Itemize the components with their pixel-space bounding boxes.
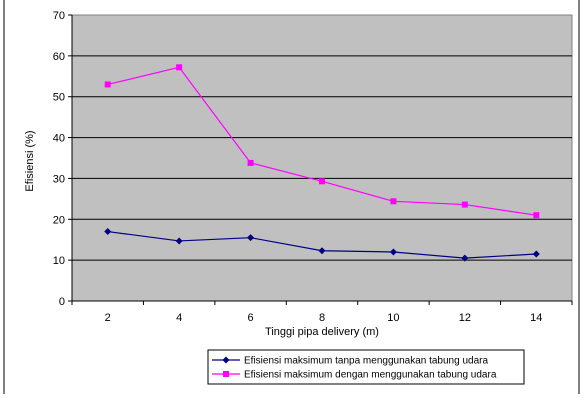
plot-area xyxy=(71,14,573,302)
data-point-series-1 xyxy=(247,234,255,242)
x-tick-label: 14 xyxy=(530,312,542,324)
y-tick-label: 20 xyxy=(53,214,65,226)
data-point-series-2 xyxy=(104,81,111,88)
data-point-series-1 xyxy=(532,250,540,258)
x-tick-label: 10 xyxy=(387,312,399,324)
plot-area-group xyxy=(71,14,573,302)
data-point-series-2 xyxy=(319,178,325,185)
data-point-series-1 xyxy=(461,254,469,262)
y-tick-label: 30 xyxy=(53,173,65,185)
y-tick-label: 10 xyxy=(53,255,65,267)
x-tick-label: 8 xyxy=(319,312,325,324)
axis-group: 0 10 20 30 40 50 60 70 2 4 6 8 10 12 14 xyxy=(53,10,573,324)
legend-label-series-1: Efisiensi maksimum tanpa menggunakan tab… xyxy=(244,356,488,367)
legend-marker-diamond-icon xyxy=(222,356,230,364)
data-point-series-2 xyxy=(461,201,468,208)
data-point-series-1 xyxy=(389,248,397,256)
x-tick-label: 6 xyxy=(248,312,254,324)
y-tick-label: 70 xyxy=(53,10,65,22)
y-tick-label: 50 xyxy=(53,92,65,104)
legend-box xyxy=(207,349,525,385)
data-point-series-2 xyxy=(533,212,540,219)
y-axis-title: Efisiensi (%) xyxy=(24,130,36,191)
legend-marker-square-icon xyxy=(223,371,229,377)
series-group xyxy=(104,64,540,262)
legend-item-series-2: Efisiensi maksimum dengan menggunakan ta… xyxy=(212,370,497,381)
y-tick-label: 40 xyxy=(53,133,65,145)
data-point-series-2 xyxy=(247,159,254,166)
x-tick-label: 2 xyxy=(105,312,111,324)
data-point-series-1 xyxy=(104,228,112,236)
x-tick-label: 4 xyxy=(176,312,182,324)
y-tick-label: 0 xyxy=(59,296,65,308)
legend-item-series-1: Efisiensi maksimum tanpa menggunakan tab… xyxy=(212,356,488,367)
y-tick-label: 60 xyxy=(53,51,65,63)
x-axis-title: Tinggi pipa delivery (m) xyxy=(265,326,379,338)
data-point-series-1 xyxy=(175,237,183,245)
data-point-series-2 xyxy=(390,198,397,205)
data-point-series-1 xyxy=(318,247,326,255)
legend-label-series-2: Efisiensi maksimum dengan menggunakan ta… xyxy=(244,370,497,381)
data-point-series-2 xyxy=(176,64,183,71)
x-tick-label: 12 xyxy=(459,312,471,324)
legend: Efisiensi maksimum tanpa menggunakan tab… xyxy=(207,349,525,385)
